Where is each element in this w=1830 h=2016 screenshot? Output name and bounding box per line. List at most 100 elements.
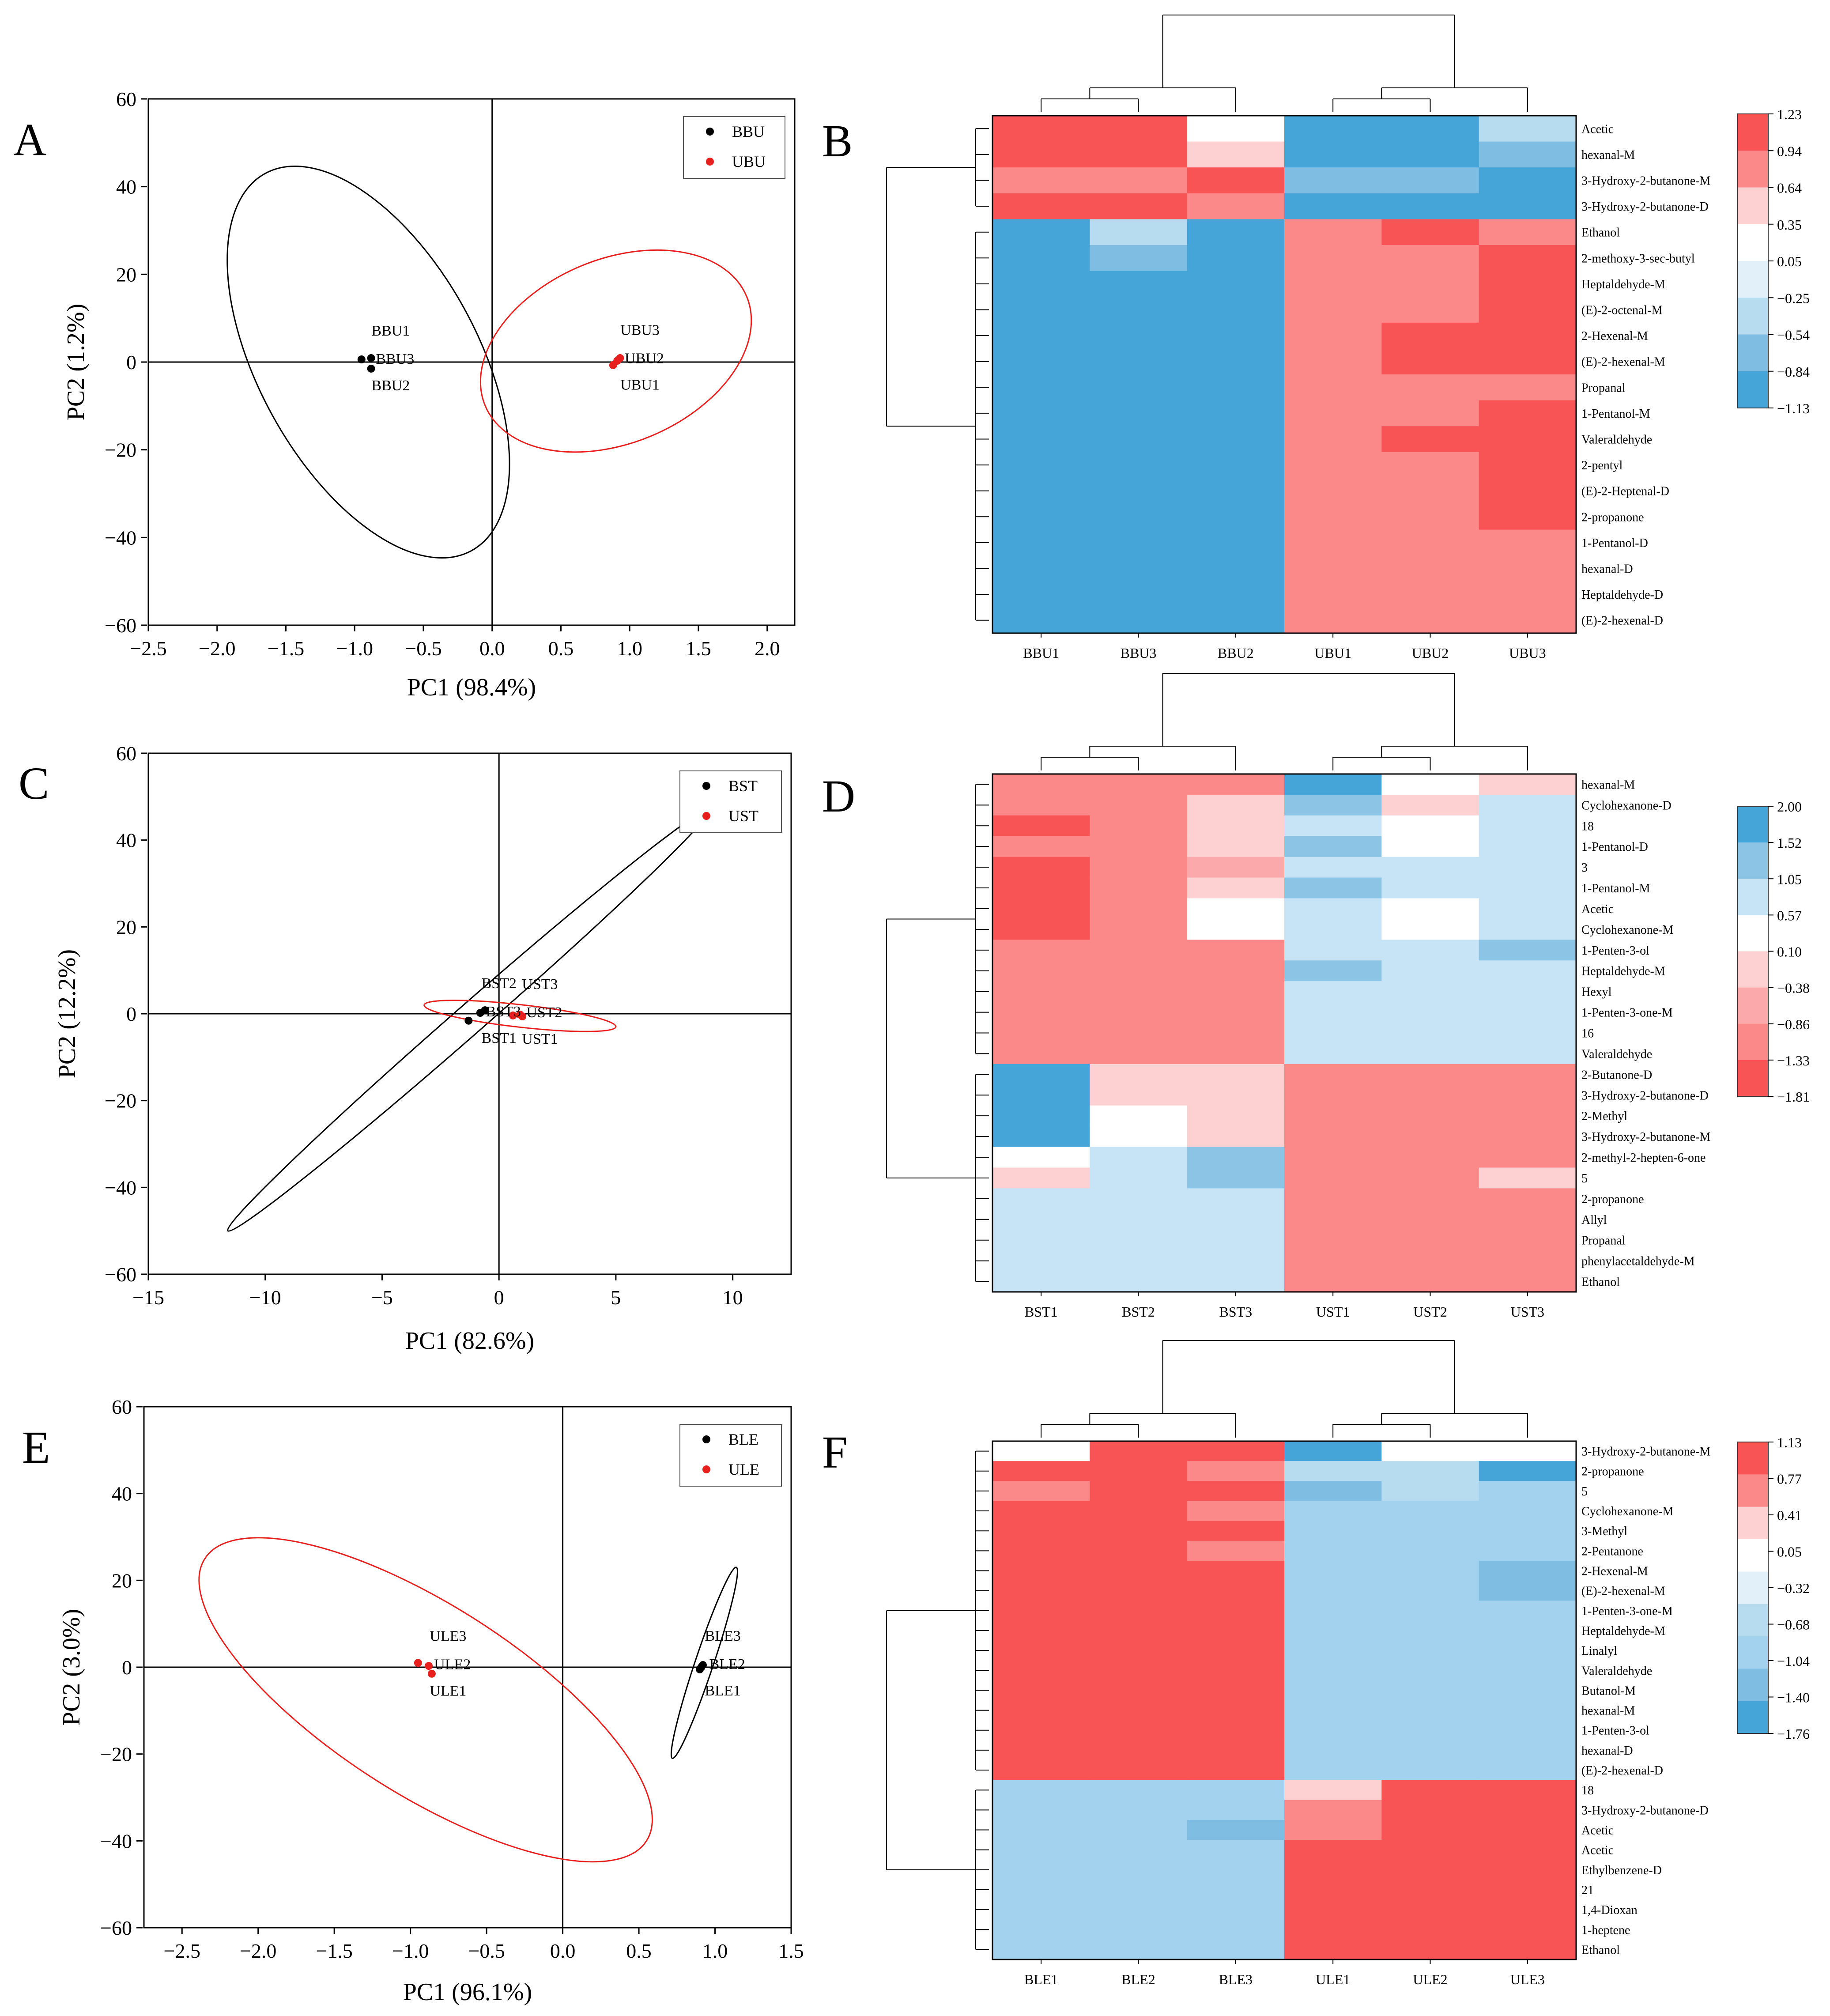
x-tick-label: 0.0 xyxy=(550,1940,576,1962)
heatmap-cell xyxy=(992,898,1090,919)
heatmap-cell xyxy=(1284,857,1382,878)
row-label: Ethylbenzene-D xyxy=(1581,1864,1662,1877)
heatmap-cell xyxy=(1187,1481,1285,1501)
heatmap-cell xyxy=(1284,1820,1382,1840)
point-label: BST2 xyxy=(482,975,517,992)
heatmap-cell xyxy=(1381,607,1479,634)
heatmap-cell xyxy=(1479,1919,1577,1940)
heatmap-cell xyxy=(992,857,1090,878)
row-label: Acetic xyxy=(1581,1844,1614,1857)
heatmap-cell xyxy=(1381,1105,1479,1127)
heatmap-cell xyxy=(1479,1880,1577,1900)
y-tick-label: 60 xyxy=(116,88,136,110)
column-label: UBU2 xyxy=(1412,645,1449,661)
heatmap-cell xyxy=(1381,116,1479,142)
point-label: ULE3 xyxy=(430,1628,466,1645)
colorbar-segment xyxy=(1737,1701,1768,1734)
heatmap-cell xyxy=(1381,478,1479,504)
heatmap-cell xyxy=(1090,1581,1188,1601)
heatmap-cell xyxy=(1381,1660,1479,1681)
heatmap-cell xyxy=(1090,1939,1188,1960)
heatmap-cell xyxy=(1381,981,1479,1002)
colorbar-tick-label: 0.10 xyxy=(1777,944,1802,960)
heatmap-cell xyxy=(992,1840,1090,1860)
colorbar-tick-label: 0.64 xyxy=(1777,180,1802,196)
x-axis-label: PC1 (82.6%) xyxy=(405,1327,534,1355)
x-tick-label: 1.5 xyxy=(686,637,711,660)
heatmap-cell xyxy=(1381,1840,1479,1860)
heatmap-cell xyxy=(1381,1939,1479,1960)
heatmap-cell xyxy=(1284,219,1382,245)
heatmap-cell xyxy=(1090,1126,1188,1148)
heatmap-cell xyxy=(992,1147,1090,1168)
heatmap-cell xyxy=(1090,1461,1188,1481)
heatmap-cell xyxy=(1284,1760,1382,1781)
colorbar-tick-label: 1.05 xyxy=(1777,871,1802,887)
colorbar-segment xyxy=(1737,1060,1768,1097)
heatmap-cell xyxy=(992,1720,1090,1740)
column-label: BLE3 xyxy=(1219,1971,1253,1987)
heatmap-cell xyxy=(1090,1660,1188,1681)
heatmap-cell xyxy=(1187,1023,1285,1044)
heatmap-cell xyxy=(1381,1581,1479,1601)
colorbar-tick-label: −1.76 xyxy=(1777,1726,1810,1742)
heatmap-cell xyxy=(1187,1560,1285,1581)
heatmap-cell xyxy=(1187,348,1285,375)
heatmap-cell xyxy=(1187,1880,1285,1900)
row-label: (E)-2-hexenal-M xyxy=(1581,1585,1665,1598)
heatmap-cell xyxy=(1090,1230,1188,1251)
heatmap-cell xyxy=(1381,1540,1479,1561)
heatmap-cell xyxy=(1284,1230,1382,1251)
heatmap-cell xyxy=(1284,426,1382,453)
column-label: ULE1 xyxy=(1316,1971,1350,1987)
heatmap-cell xyxy=(1479,1481,1577,1501)
heatmap-cell xyxy=(1381,877,1479,899)
heatmap-cell xyxy=(1284,1680,1382,1701)
x-tick-label: −1.0 xyxy=(392,1940,429,1962)
heatmap-cell xyxy=(1381,504,1479,530)
heatmap-cell xyxy=(992,794,1090,816)
heatmap-cell xyxy=(1284,1740,1382,1760)
heatmap-cell xyxy=(1187,877,1285,899)
row-label: 1-Pentanol-M xyxy=(1581,407,1650,421)
heatmap-cell xyxy=(1090,504,1188,530)
heatmap-cell xyxy=(1187,116,1285,142)
heatmap-cell xyxy=(1090,374,1188,401)
colorbar-segment xyxy=(1737,261,1768,298)
colorbar-tick-label: −0.32 xyxy=(1777,1580,1810,1596)
heatmap-cell xyxy=(1381,1720,1479,1740)
heatmap-cell xyxy=(1090,1820,1188,1840)
colorbar-tick-label: 0.35 xyxy=(1777,217,1802,233)
heatmap-cell xyxy=(992,1250,1090,1272)
heatmap-cell xyxy=(1090,1720,1188,1740)
heatmap-cell xyxy=(1381,1680,1479,1701)
heatmap-cell xyxy=(1187,1126,1285,1148)
heatmap-cell xyxy=(1479,1620,1577,1641)
heatmap-cell xyxy=(1090,1860,1188,1880)
heatmap-cell xyxy=(1479,478,1577,504)
heatmap-cell xyxy=(1381,1043,1479,1065)
heatmap-cell xyxy=(992,504,1090,530)
heatmap-cell xyxy=(1284,960,1382,982)
colorbar-segment xyxy=(1737,1506,1768,1540)
heatmap-cell xyxy=(1284,1899,1382,1920)
heatmap-cell xyxy=(1479,857,1577,878)
heatmap-cell xyxy=(1090,1188,1188,1209)
heatmap-cell xyxy=(1284,374,1382,401)
heatmap-cell xyxy=(992,374,1090,401)
y-tick-label: −60 xyxy=(100,1917,132,1939)
heatmap-cell xyxy=(1284,981,1382,1002)
heatmap-cell xyxy=(1381,1700,1479,1721)
heatmap-cell xyxy=(1479,1441,1577,1461)
heatmap-cell xyxy=(1187,141,1285,168)
heatmap-cell xyxy=(1479,1939,1577,1960)
y-tick-label: 0 xyxy=(122,1656,132,1679)
heatmap-cell xyxy=(1284,1939,1382,1960)
data-point-ust1 xyxy=(518,1012,527,1020)
colorbar-segment xyxy=(1737,806,1768,843)
x-tick-label: −1.5 xyxy=(316,1940,352,1962)
heatmap-cell xyxy=(992,1740,1090,1760)
row-label: hexanal-M xyxy=(1581,148,1635,162)
heatmap-cell xyxy=(992,141,1090,168)
